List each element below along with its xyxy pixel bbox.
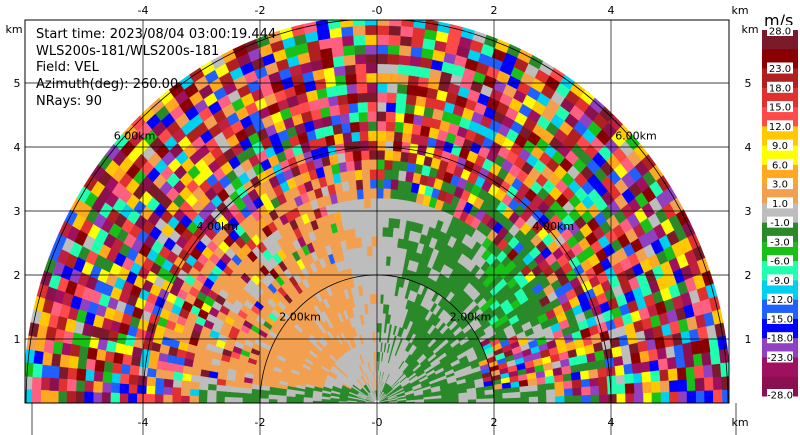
x-tick-label: 4 xyxy=(608,4,615,17)
colorbar-tick-bg xyxy=(767,81,793,93)
colorbar-tick-label: -12.0 xyxy=(767,295,793,306)
colorbar-tick-label: 23.0 xyxy=(769,64,791,75)
y-tick-label: 3 xyxy=(745,205,752,218)
x-tick-label: -0 xyxy=(372,416,383,429)
colorbar-tick-bg xyxy=(767,351,793,363)
colorbar-tick-label: -15.0 xyxy=(767,314,793,325)
colorbar-tick-bg xyxy=(767,25,793,36)
colorbar-tick-label: -28.0 xyxy=(767,391,793,402)
colorbar-tick-bg xyxy=(767,332,793,344)
colorbar-tick-bg xyxy=(767,216,793,228)
colorbar-tick-label: -9.0 xyxy=(770,276,790,287)
colorbar-tick-bg xyxy=(767,274,793,286)
start-time-label: Start time: 2023/08/04 03:00:19.444 xyxy=(36,27,276,42)
y-tick-label: 1 xyxy=(14,333,21,346)
colorbar-tick-bg xyxy=(767,197,793,209)
y-tick-label: 1 xyxy=(745,333,752,346)
y-tick-label: 5 xyxy=(745,77,752,90)
grid-lines xyxy=(25,20,737,435)
velocity-cells xyxy=(26,20,698,403)
colorbar-tick-bg xyxy=(767,158,793,170)
range-rings: 2.00km 2.00km 4.00km 4.00km 6.00km 6.00km xyxy=(25,20,729,403)
plot-frame xyxy=(24,19,730,404)
y-tick-label: 2 xyxy=(745,269,752,282)
colorbar-tick-bg xyxy=(767,235,793,247)
colorbar-tick-label: 6.0 xyxy=(772,160,788,171)
x-tick-label: -0 xyxy=(372,4,383,17)
colorbar-tick-bg xyxy=(767,101,793,113)
instrument-label: WLS200s-181/WLS200s-181 xyxy=(36,44,219,59)
colorbar-tick-bg xyxy=(767,312,793,324)
axis-unit-label: km xyxy=(731,416,748,429)
colorbar-tick-label: 3.0 xyxy=(772,180,788,191)
axis-unit-label: km xyxy=(741,23,758,36)
colorbar-tick-label: -18.0 xyxy=(767,334,793,345)
y-tick-label: 2 xyxy=(14,269,21,282)
velocity-field xyxy=(25,20,729,403)
colorbar-tick-label: 28.0 xyxy=(769,27,791,38)
colorbar-tick-label: -3.0 xyxy=(770,237,790,248)
info-panel: Start time: 2023/08/04 03:00:19.444 WLS2… xyxy=(36,27,276,109)
colorbar-tick-label: 12.0 xyxy=(769,122,791,133)
colorbar-tick-bg xyxy=(767,120,793,132)
colorbar-tick-bg xyxy=(767,139,793,151)
colorbar-tick-label: -1.0 xyxy=(770,218,790,229)
range-ring-label: 6.00km xyxy=(615,129,657,142)
range-ring-label: 6.00km xyxy=(114,129,156,142)
y-tick-label: 4 xyxy=(14,141,21,154)
axis-ticks: -4 -4 -2 -2 -0 -0 2 2 4 4 1 1 2 2 3 3 4 4 5 5 km km km km xyxy=(5,4,758,429)
x-tick-label: -4 xyxy=(138,4,149,17)
azimuth-label: Azimuth(deg): 260.00 xyxy=(36,77,178,92)
colorbar-tick-bg xyxy=(767,62,793,74)
axis-unit-label: km xyxy=(5,23,22,36)
colorbar: m/s 28.023.018.015.012.09.06.03.01.0-1.0… xyxy=(762,11,798,402)
colorbar-tick-label: 1.0 xyxy=(772,199,788,210)
colorbar-tick-bg xyxy=(767,178,793,190)
colorbar-tick-label: -23.0 xyxy=(767,353,793,364)
range-ring xyxy=(25,20,729,403)
y-tick-label: 5 xyxy=(14,77,21,90)
colorbar-tick-bg xyxy=(767,293,793,305)
velocity-cells xyxy=(32,20,729,403)
x-tick-label: 2 xyxy=(491,4,498,17)
colorbar-tick-bg xyxy=(767,255,793,267)
axis-unit-label: km xyxy=(731,4,748,17)
range-ring-label: 2.00km xyxy=(450,310,492,323)
colorbar-tick-label: 9.0 xyxy=(772,141,788,152)
colorbar-tick-bg xyxy=(767,389,793,400)
field-label: Field: VEL xyxy=(36,60,100,75)
y-tick-label: 4 xyxy=(745,141,752,154)
x-tick-label: -2 xyxy=(255,416,266,429)
range-ring-label: 2.00km xyxy=(279,310,321,323)
y-tick-label: 3 xyxy=(14,205,21,218)
x-tick-label: 2 xyxy=(491,416,498,429)
colorbar-tick-label: 15.0 xyxy=(769,103,791,114)
x-tick-label: -2 xyxy=(255,4,266,17)
x-tick-label: 4 xyxy=(608,416,615,429)
x-tick-label: -4 xyxy=(138,416,149,429)
range-ring-label: 4.00km xyxy=(197,220,239,233)
colorbar-tick-label: -6.0 xyxy=(770,257,790,268)
colorbar-tick-label: 18.0 xyxy=(769,83,791,94)
nrays-label: NRays: 90 xyxy=(36,94,102,109)
range-ring-label: 4.00km xyxy=(532,220,574,233)
